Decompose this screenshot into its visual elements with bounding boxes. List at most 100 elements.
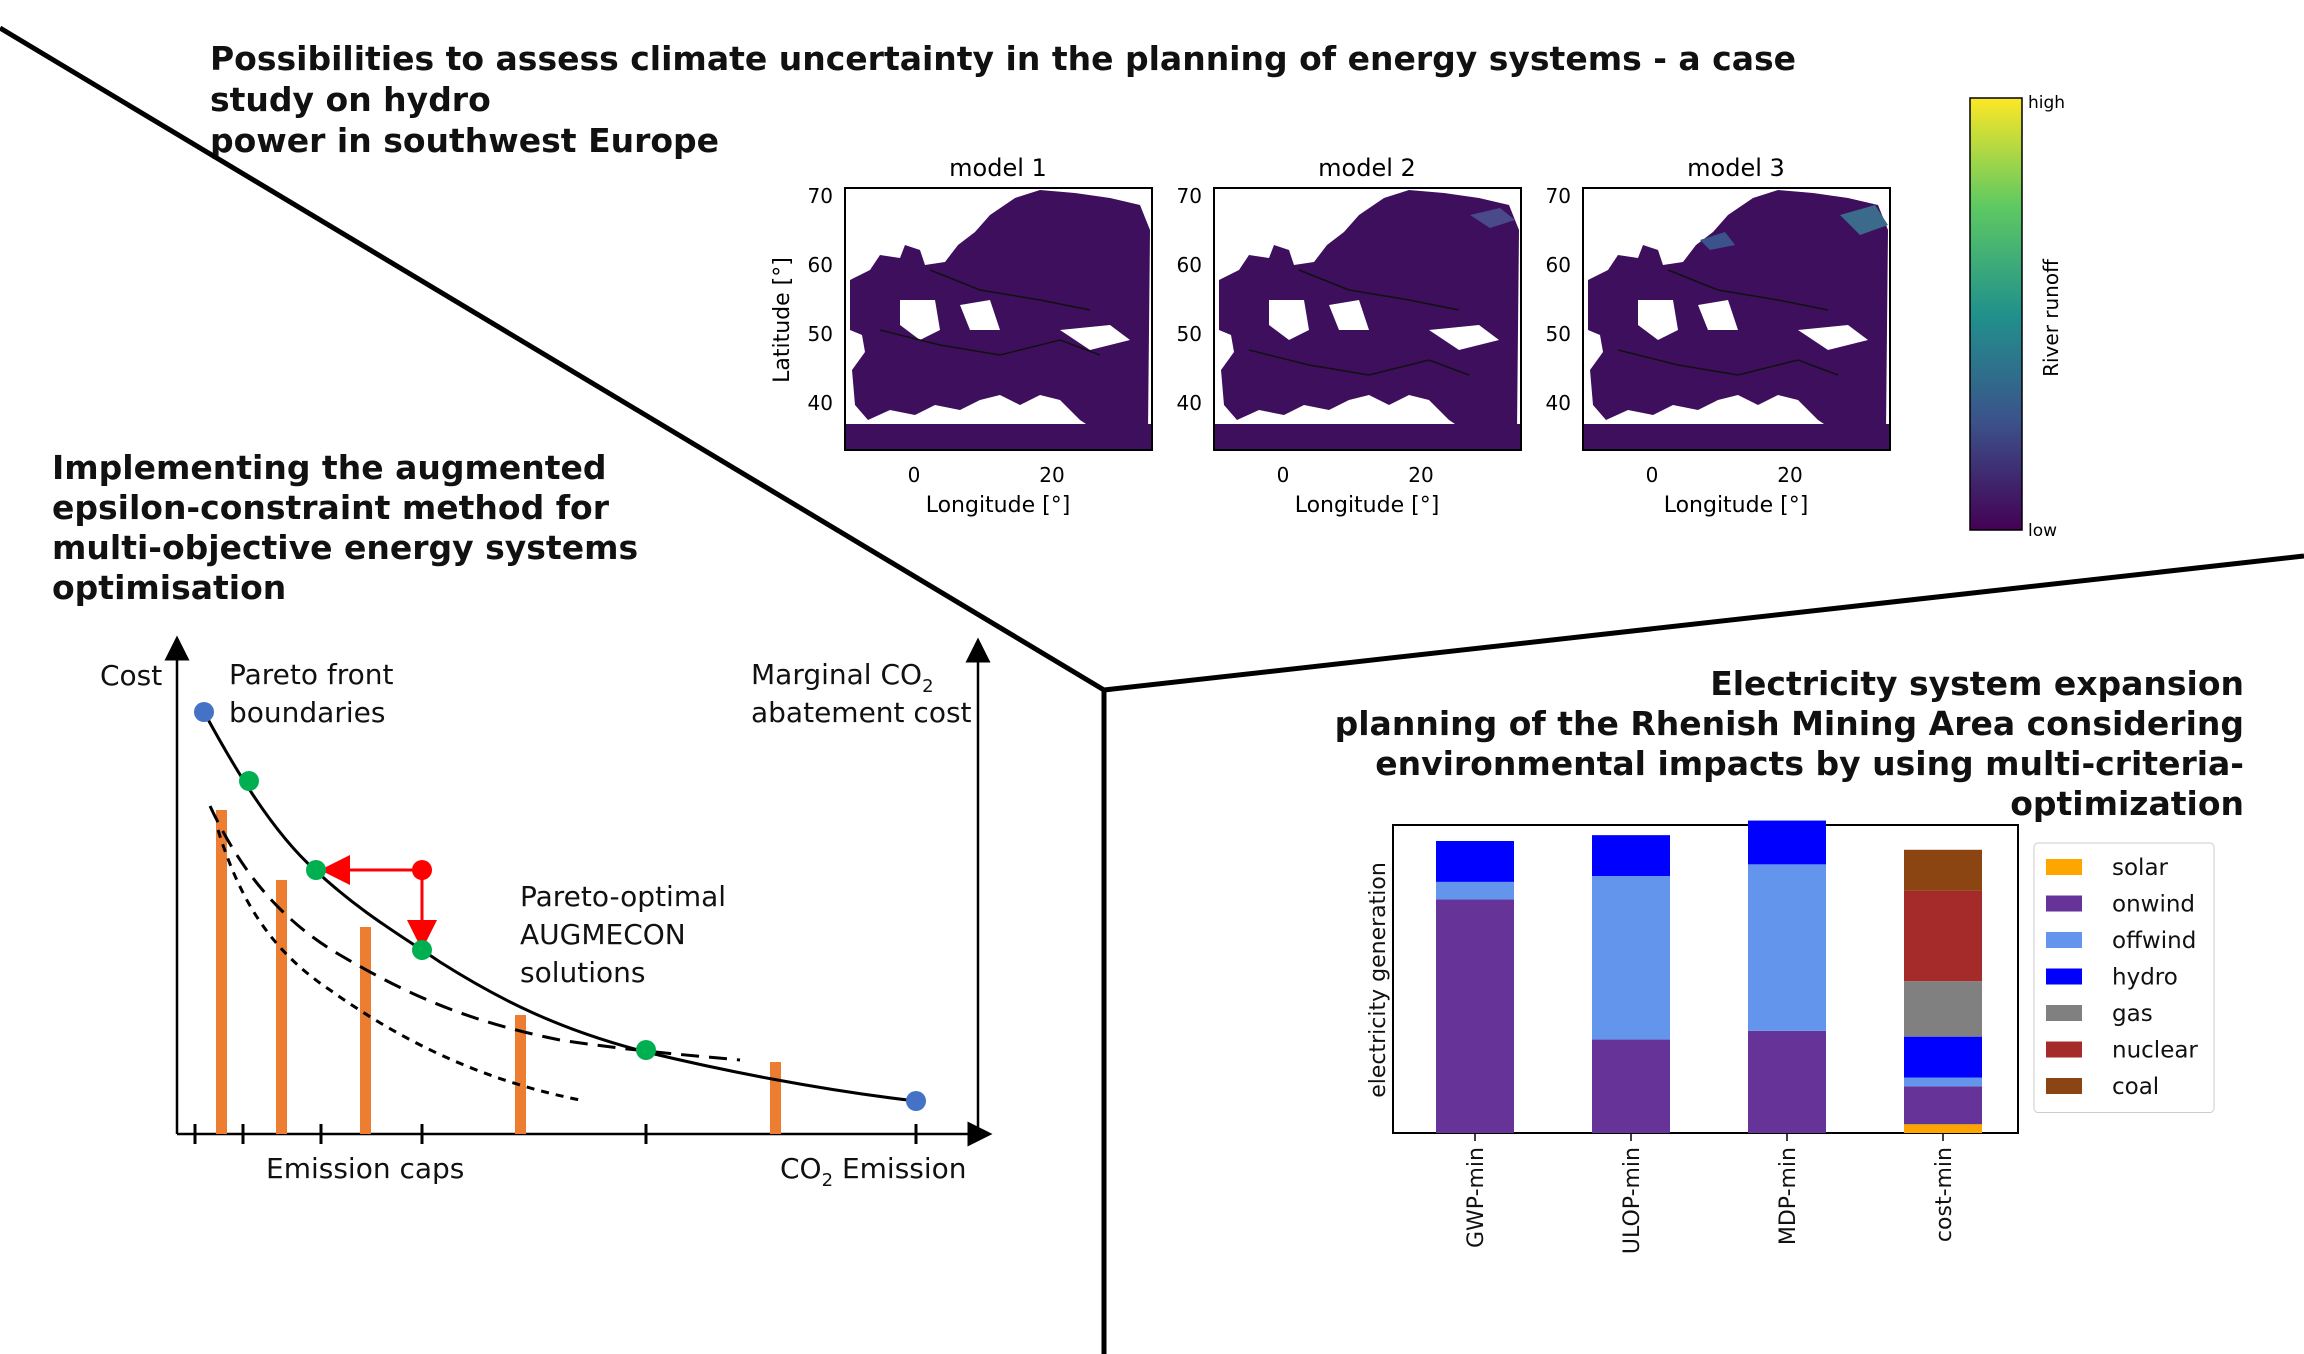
pareto-point: [306, 860, 326, 880]
right-title-line-2: planning of the Rhenish Mining Area cons…: [1334, 704, 2244, 743]
abatement-bar: [276, 880, 287, 1134]
marginal-label-1: Marginal CO2: [751, 658, 934, 697]
divider-right: [1103, 553, 2304, 693]
pareto-front-curve: [202, 711, 917, 1103]
chart-legend: solar onwind offwind hydro gas nuclear coal: [2033, 842, 2215, 1113]
x-tick-label: ULOP-min: [1620, 1147, 1645, 1254]
map-panel-title: model 3: [1687, 154, 1785, 182]
ytick: 40: [1546, 391, 1571, 415]
legend-swatch-solar: [2046, 859, 2082, 875]
boundary-point: [906, 1091, 926, 1111]
ytick: 50: [808, 322, 833, 346]
map-panel-1: model 1 70 60 50 40 0 20 Longitude [°]: [808, 154, 1153, 518]
bar-segment-offwind: [1748, 864, 1826, 1031]
bar-segment-coal: [1904, 849, 1982, 891]
pareto-diagram: Cost Pareto front boundaries Marginal CO…: [100, 635, 993, 1191]
bar-segment-onwind: [1592, 1039, 1670, 1133]
ytick: 60: [1546, 253, 1571, 277]
divider-diagonal: [0, 25, 1106, 693]
colorbar-label: River runoff: [2039, 258, 2063, 377]
legend-label-offwind: offwind: [2112, 928, 2196, 954]
boundaries-label-1: Pareto front: [229, 658, 394, 691]
legend-swatch-coal: [2046, 1078, 2082, 1094]
legend-swatch-hydro: [2046, 968, 2082, 985]
xtick: 0: [1277, 463, 1290, 487]
ytick: 70: [1177, 184, 1202, 208]
map-xlabel: Longitude [°]: [1664, 493, 1809, 518]
ytick: 40: [1177, 391, 1202, 415]
colorbar-high-label: high: [2028, 93, 2065, 113]
optimal-label-3: solutions: [520, 956, 645, 989]
xtick: 0: [908, 463, 921, 487]
right-title-line-3: environmental impacts by using multi-cri…: [1375, 744, 2244, 823]
map-land: [1588, 190, 1888, 440]
bar-segment-nuclear: [1904, 890, 1982, 982]
map-panel-title: model 2: [1318, 154, 1416, 182]
abatement-bar: [216, 810, 227, 1134]
xtick: 20: [1777, 463, 1802, 487]
chart-bars: [1436, 820, 1982, 1133]
legend-label-nuclear: nuclear: [2112, 1038, 2198, 1064]
bar-segment-gas: [1904, 981, 1982, 1037]
xtick: 20: [1039, 463, 1064, 487]
abatement-bar: [515, 1015, 526, 1134]
map-ylabel: Latitude [°]: [770, 257, 795, 383]
bar-segment-onwind: [1904, 1086, 1982, 1125]
bar-segment-offwind: [1904, 1077, 1982, 1087]
bar-segment-hydro: [1904, 1036, 1982, 1078]
map-panel-3: model 3 70 60 50 40 0 20 Longitude [°]: [1546, 154, 1891, 518]
ytick: 60: [1177, 253, 1202, 277]
map-xlabel: Longitude [°]: [1295, 493, 1440, 518]
bar-segment-hydro: [1436, 841, 1514, 882]
legend-swatch-offwind: [2046, 932, 2082, 948]
legend-label-hydro: hydro: [2112, 965, 2178, 991]
left-title-line-2: epsilon-constraint method for: [52, 488, 610, 527]
top-title-line-1: Possibilities to assess climate uncertai…: [210, 39, 1797, 119]
chart-xticks: GWP-min ULOP-min MDP-min cost-min: [1464, 1133, 1957, 1254]
chart-ylabel: electricity generation: [1366, 862, 1391, 1098]
map-land: [1219, 190, 1519, 440]
short-dash-curve: [216, 829, 581, 1102]
legend-label-gas: gas: [2112, 1001, 2153, 1027]
legend-label-solar: solar: [2112, 855, 2169, 881]
boundary-point: [194, 702, 214, 722]
marginal-label-2: abatement cost: [751, 696, 972, 729]
right-section-title: Electricity system expansion planning of…: [1144, 664, 2244, 824]
xtick: 20: [1408, 463, 1433, 487]
red-point: [412, 860, 432, 880]
legend-label-coal: coal: [2112, 1074, 2159, 1100]
pareto-point: [239, 771, 259, 791]
pareto-point: [412, 940, 432, 960]
ytick: 40: [808, 391, 833, 415]
ytick: 50: [1546, 322, 1571, 346]
ytick: 70: [808, 184, 833, 208]
bar-segment-onwind: [1748, 1030, 1826, 1133]
map-xlabel: Longitude [°]: [926, 493, 1071, 518]
ytick: 50: [1177, 322, 1202, 346]
legend-swatch-onwind: [2046, 895, 2082, 912]
map-yticks: 70 60 50 40: [808, 184, 833, 415]
abatement-bar: [770, 1062, 781, 1134]
top-title-line-2: power in southwest Europe: [210, 121, 720, 160]
ytick: 60: [808, 253, 833, 277]
optimal-label-2: AUGMECON: [520, 918, 686, 951]
top-section-title: Possibilities to assess climate uncertai…: [210, 38, 1910, 161]
colorbar: high low River runoff: [1969, 93, 2065, 541]
xtick: 0: [1646, 463, 1659, 487]
map-panels: Latitude [°] model 1 70 60 50 40 0 20 Lo…: [770, 93, 2065, 541]
generation-chart: electricity generation GWP-min ULOP-min MD…: [1366, 820, 2215, 1254]
pareto-ylabel: Cost: [100, 659, 162, 692]
left-title-line-3: multi-objective energy systems optimisat…: [52, 528, 639, 607]
bar-segment-hydro: [1592, 835, 1670, 877]
emission-caps-label: Emission caps: [266, 1152, 464, 1185]
left-title-line-1: Implementing the augmented: [52, 448, 607, 487]
colorbar-low-label: low: [2028, 521, 2057, 541]
abatement-cost-bars: [216, 810, 781, 1134]
bar-segment-hydro: [1748, 820, 1826, 865]
legend-label-onwind: onwind: [2112, 892, 2195, 918]
abatement-bar: [360, 927, 371, 1134]
map-africa-band: [846, 424, 1151, 449]
bar-segment-solar: [1904, 1124, 1982, 1133]
optimal-label-1: Pareto-optimal: [520, 880, 726, 913]
